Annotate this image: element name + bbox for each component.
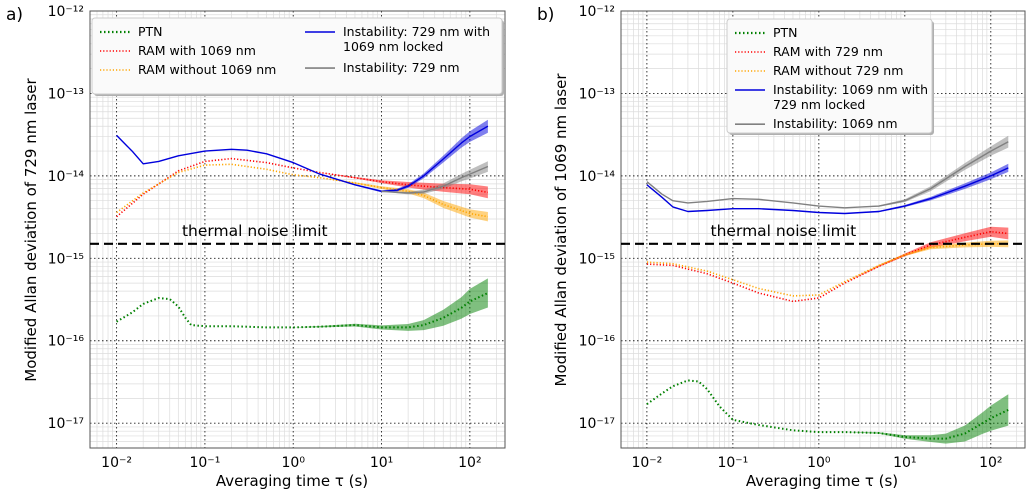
panel-a-band-ram-with-1069-nm: [116, 158, 488, 217]
panel-b-legend-label-instability-1069-nm-with-729-nm-locked: 729 nm locked: [773, 97, 865, 112]
panel-a-band-ptn: [116, 278, 488, 331]
panel-a-series-ram-with-1069-nm: [116, 157, 489, 218]
panel-b-band-ram-without-729-nm: [646, 240, 1009, 296]
panel-b-legend-label-instability-1069-nm: Instability: 1069 nm: [773, 116, 898, 131]
panel-b-band-instability-1069-nm: [646, 135, 1009, 208]
panel-b-y-axis-label: Modified Allan deviation of 1069 nm lase…: [552, 73, 570, 387]
panel-a-plot: 10⁻² 10⁻¹ 10⁰ 10¹ 10² 10⁻¹⁷ 10⁻¹⁶ 10⁻¹⁵ 10⁻¹⁴ 10⁻…: [48, 4, 506, 471]
panel-a-band-instability-729-nm-with-1069-nm-locked: [116, 119, 488, 193]
panel-a-legend-label-ptn: PTN: [138, 24, 163, 39]
panel-b-axes-frame: [620, 10, 1026, 449]
panel-b-x-tick-label: 10⁻¹: [717, 455, 748, 471]
panel-a-legend-box: [91, 17, 503, 95]
panel-a-legend-label-instability-729-nm-with-1069-nm-locked: Instability: 729 nm with: [343, 24, 490, 39]
panel-b-legend-label-ptn: PTN: [773, 25, 798, 40]
panel-a-x-tick-label: 10¹: [370, 455, 393, 471]
panel-b-y-tick-label: 10⁻¹²: [579, 4, 615, 20]
panel-a-band-ram-without-1069-nm: [116, 164, 488, 222]
panel-a-legend-label-ram-without-1069-nm: RAM without 1069 nm: [138, 62, 276, 77]
panel-b-thermal-noise-limit-label: thermal noise limit: [711, 222, 857, 240]
panel-b-legend-label-ram-with-729-nm: RAM with 729 nm: [773, 44, 883, 59]
panel-a-band-instability-729-nm: [381, 161, 488, 195]
panel-b-y-tick-label: 10⁻¹³: [579, 86, 615, 102]
panel-b-plot: 10⁻² 10⁻¹ 10⁰ 10¹ 10² 10⁻¹⁷ 10⁻¹⁶ 10⁻¹⁵ 10⁻¹⁴ 10⁻…: [579, 4, 1026, 471]
panel-b-band-ram-with-729-nm: [646, 226, 1009, 302]
panel-a-axes-frame: [89, 10, 506, 449]
panel-a-legend: PTN RAM with 1069 nm RAM without 1069 nm In…: [91, 17, 504, 96]
panel-a-legend-label-instability-729-nm-with-1069-nm-locked: 1069 nm locked: [343, 39, 443, 54]
panel-b-y-tick-label: 10⁻¹⁷: [579, 416, 615, 432]
panel-b-x-axis-label: Averaging time τ (s): [746, 472, 898, 489]
panel-b-x-tick-label: 10¹: [893, 455, 916, 471]
panel-b-band-instability-1069-nm-with-729-nm-locked: [646, 163, 1009, 214]
panel-b-x-tick-label: 10⁰: [807, 455, 831, 471]
panel-b-series-ram-without-729-nm: [646, 243, 1009, 297]
panel-b-series-ram-with-729-nm: [646, 230, 1009, 303]
panel-a-legend-label-instability-729-nm: Instability: 729 nm: [343, 60, 460, 75]
panel-a-x-tick-label: 10⁻²: [101, 455, 132, 471]
panel-a-series-instability-729-nm: [381, 165, 489, 194]
panel-a-series-ptn: [116, 292, 489, 329]
panel-b-series-instability-1069-nm: [646, 141, 1009, 209]
panel-a-thermal-noise-limit-label: thermal noise limit: [182, 222, 328, 240]
panel-b-x-tick-label: 10⁻²: [631, 455, 662, 471]
panel-a-label: a): [6, 5, 23, 25]
panel-a-x-tick-label: 10⁰: [282, 455, 306, 471]
panel-b-y-tick-label: 10⁻¹⁵: [579, 251, 615, 267]
panel-b-label: b): [537, 5, 554, 25]
panel-a-x-axis-label: Averaging time τ (s): [216, 472, 368, 489]
panel-b-legend: PTN RAM with 729 nm RAM without 729 nm Inst…: [726, 18, 934, 135]
panel-a-y-axis-label: Modified Allan deviation of 729 nm laser: [22, 77, 40, 381]
panel-a-y-tick-label: 10⁻¹⁴: [48, 169, 85, 185]
panel-b-band-ptn: [646, 380, 1009, 444]
panel-a-legend-label-ram-with-1069-nm: RAM with 1069 nm: [138, 43, 256, 58]
panel-b-x-tick-label: 10²: [979, 455, 1002, 471]
panel-a-y-tick-label: 10⁻¹⁷: [48, 416, 84, 432]
panel-b-series-ptn: [646, 379, 1009, 440]
panel-a-x-tick-label: 10⁻¹: [189, 455, 220, 471]
panel-a-x-tick-label: 10²: [458, 455, 481, 471]
panel-b-legend-label-ram-without-729-nm: RAM without 729 nm: [773, 63, 903, 78]
panel-a-series-instability-729-nm-with-1069-nm-locked: [116, 125, 489, 193]
panel-b-y-tick-label: 10⁻¹⁶: [579, 334, 616, 350]
panel-b-y-tick-label: 10⁻¹⁴: [579, 169, 616, 185]
panel-b-legend-box: [726, 18, 933, 134]
panel-a-y-tick-label: 10⁻¹⁶: [48, 334, 85, 350]
panel-a-y-tick-label: 10⁻¹³: [48, 86, 84, 102]
panel-a-series-ram-without-1069-nm: [116, 163, 489, 218]
panel-b-series-instability-1069-nm-with-729-nm-locked: [646, 167, 1009, 215]
panel-a-y-tick-label: 10⁻¹²: [48, 4, 84, 20]
panel-b-legend-label-instability-1069-nm-with-729-nm-locked: Instability: 1069 nm with: [773, 82, 928, 97]
panel-a-y-tick-label: 10⁻¹⁵: [48, 251, 84, 267]
